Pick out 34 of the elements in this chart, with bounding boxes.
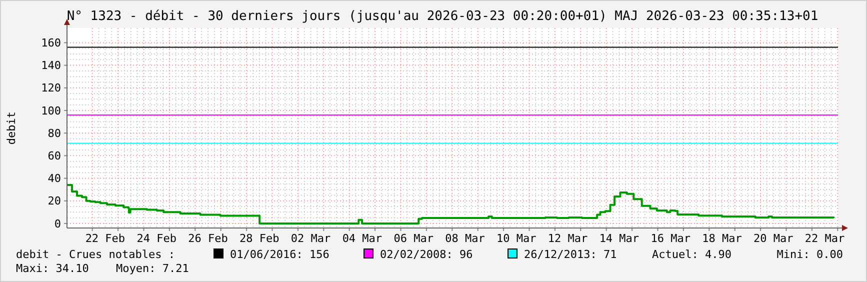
x-tick-label: 06 Mar: [394, 232, 434, 245]
x-tick-label: 28 Feb: [240, 232, 280, 245]
text: Moyen: 7.21: [116, 262, 189, 275]
y-tick-label: 120: [41, 82, 61, 95]
text: Mini: 0.00: [776, 248, 843, 261]
y-tick-label: 100: [41, 104, 61, 118]
legend-label: 26/12/2013: 71: [524, 248, 617, 261]
x-tick-label: 18 Mar: [702, 232, 742, 245]
y-tick-label: 20: [48, 194, 61, 208]
y-tick-label: 140: [41, 59, 61, 72]
x-tick-label: 24 Feb: [136, 232, 176, 245]
text: debit - Crues notables :: [16, 248, 175, 261]
legend-label: 02/02/2008: 96: [380, 248, 473, 261]
x-tick-label: 08 Mar: [445, 232, 486, 245]
y-tick-label: 40: [48, 172, 61, 186]
text: Maxi: 34.10: [16, 262, 89, 275]
chart-title: N° 1323 - débit - 30 derniers jours (jusqu'au 2026-03-23 00:20:00+01) MAJ 2026-03-23 00:35:13+01: [66, 9, 818, 24]
y-tick-label: 0: [54, 217, 61, 230]
x-tick-label: 02 Mar: [290, 232, 332, 245]
x-tick-label: 04 Mar: [342, 232, 382, 245]
y-tick-label: 60: [48, 150, 61, 163]
legend-label: 01/06/2016: 156: [230, 248, 330, 261]
y-tick-label: 160: [41, 36, 61, 50]
x-tick-label: 10 Mar: [496, 232, 537, 245]
text: Actuel: 4.90: [652, 248, 732, 261]
x-tick-label: 22 Mar: [804, 232, 846, 245]
x-tick-label: 14 Mar: [599, 232, 640, 245]
x-tick-label: 16 Mar: [650, 232, 691, 245]
x-tick-label: 22 Feb: [85, 232, 126, 245]
y-tick-label: 80: [48, 126, 61, 140]
x-tick-label: 20 Mar: [754, 232, 794, 245]
x-tick-label: 26 Feb: [188, 232, 228, 245]
x-tick-label: 12 Mar: [548, 232, 588, 245]
y-axis-title: debit: [5, 111, 18, 145]
